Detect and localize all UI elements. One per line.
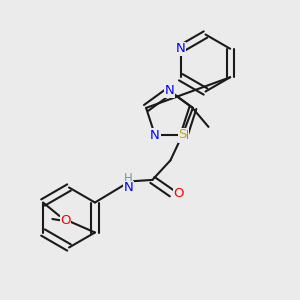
Text: O: O [60,214,71,227]
Text: N: N [179,129,189,142]
Text: N: N [165,84,174,98]
Text: H: H [124,172,133,185]
Text: N: N [150,129,160,142]
Text: N: N [176,42,186,55]
Text: S: S [178,128,187,141]
Text: N: N [124,182,133,194]
Text: O: O [173,187,184,200]
